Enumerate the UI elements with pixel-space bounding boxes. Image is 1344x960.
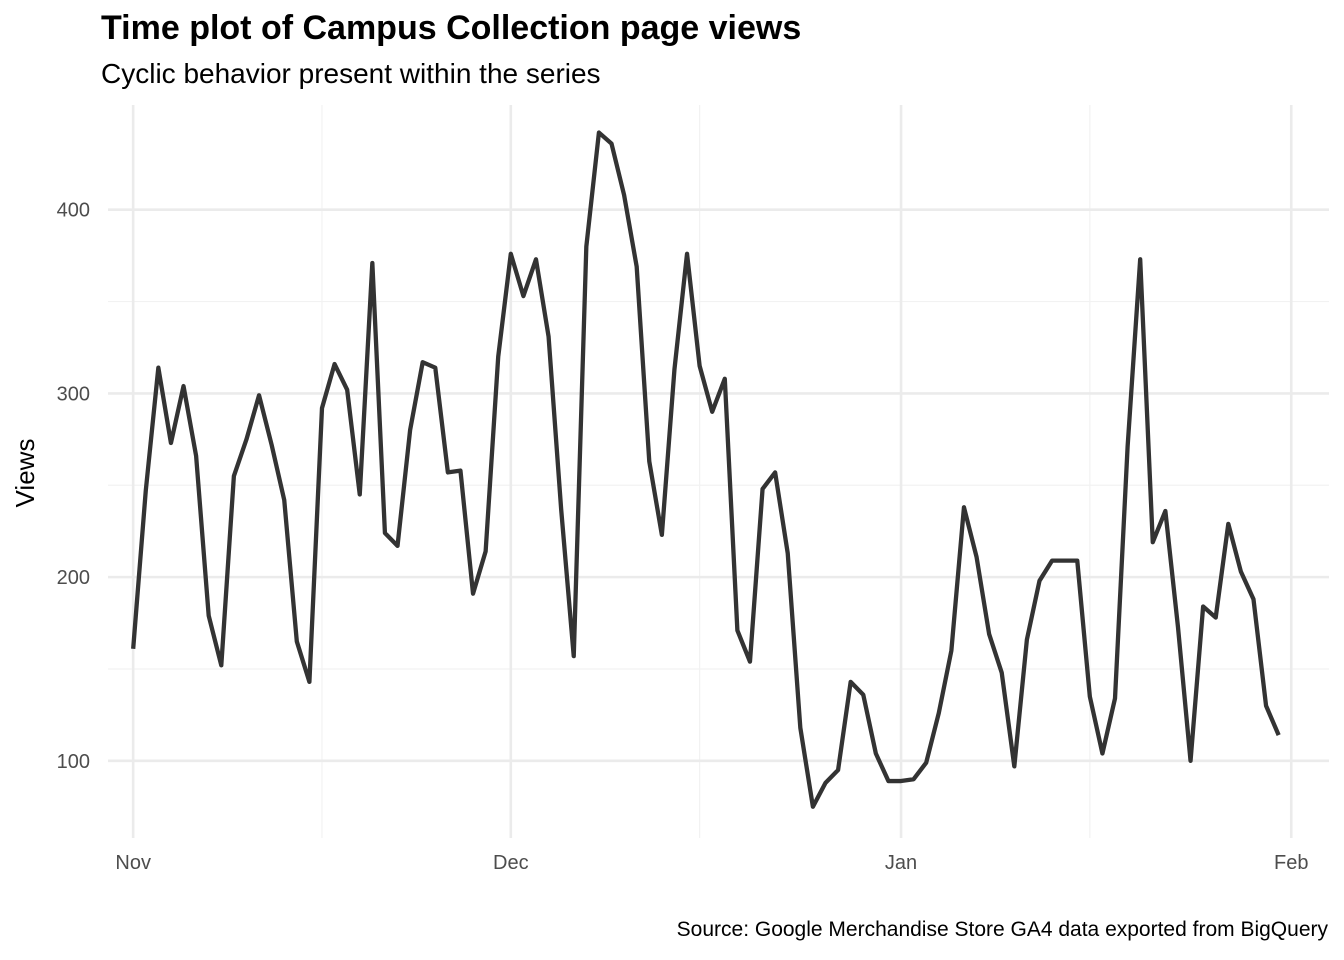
x-tick-label: Nov <box>115 852 151 874</box>
grid-lines <box>108 105 1329 838</box>
y-axis-ticks: 100 200 300 400 <box>57 200 90 773</box>
y-tick-label: 400 <box>57 200 90 222</box>
y-tick-label: 300 <box>57 383 90 405</box>
y-tick-label: 100 <box>57 751 90 773</box>
series-lines <box>131 130 1281 809</box>
chart-subtitle: Cyclic behavior present within the serie… <box>101 58 601 89</box>
y-axis-label: Views <box>10 439 40 508</box>
x-tick-label: Jan <box>885 852 917 874</box>
chart-caption: Source: Google Merchandise Store GA4 dat… <box>676 918 1328 941</box>
chart-title: Time plot of Campus Collection page view… <box>101 9 802 47</box>
y-tick-label: 200 <box>57 567 90 589</box>
x-axis-ticks: Nov Dec Jan Feb <box>115 852 1308 874</box>
x-tick-label: Dec <box>493 852 529 874</box>
x-tick-label: Feb <box>1274 852 1308 874</box>
series-line <box>131 130 1281 809</box>
